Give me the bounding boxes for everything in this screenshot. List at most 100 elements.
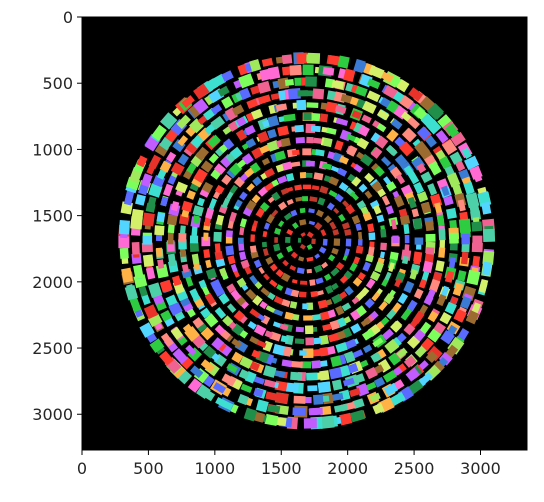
segment: [142, 254, 154, 267]
segment: [448, 257, 456, 269]
segment: [382, 370, 397, 383]
segment: [172, 139, 186, 153]
segment: [265, 256, 274, 265]
segment: [277, 125, 290, 137]
segment: [325, 285, 334, 295]
segment: [286, 186, 294, 193]
segment: [283, 212, 293, 221]
segment: [440, 185, 450, 197]
segment: [306, 256, 314, 262]
segment: [273, 243, 281, 252]
segment: [314, 253, 321, 259]
segment: [286, 198, 294, 206]
segment: [340, 93, 353, 104]
segment: [159, 160, 172, 173]
segment: [384, 338, 400, 354]
segment: [118, 220, 130, 235]
segment: [226, 363, 238, 374]
segment: [252, 176, 263, 187]
segment: [249, 58, 262, 72]
segment: [160, 196, 169, 207]
segment: [219, 267, 228, 277]
segment: [428, 104, 444, 120]
segment: [205, 259, 212, 269]
segment: [373, 376, 386, 388]
segment: [262, 231, 268, 238]
segment: [300, 361, 312, 369]
segment: [312, 349, 322, 357]
segment: [296, 267, 305, 274]
segment: [289, 301, 298, 309]
segment: [465, 310, 480, 325]
segment: [424, 253, 435, 263]
segment: [346, 133, 357, 143]
segment: [332, 229, 340, 236]
segment: [423, 295, 434, 306]
segment: [257, 94, 271, 105]
segment: [364, 190, 373, 199]
segment: [255, 207, 266, 218]
segment: [221, 96, 234, 109]
segment: [179, 248, 187, 258]
segment: [247, 321, 257, 330]
segment: [264, 182, 275, 192]
segment: [328, 176, 340, 186]
segment: [197, 197, 205, 207]
segment: [274, 237, 278, 243]
segment: [252, 220, 259, 227]
segment: [305, 337, 315, 346]
segment: [403, 355, 417, 368]
segment: [302, 184, 312, 190]
segment: [241, 153, 254, 165]
segment: [438, 351, 453, 366]
segment: [205, 268, 218, 280]
segment: [413, 288, 424, 300]
segment: [375, 135, 389, 149]
segment: [227, 303, 237, 313]
segment: [303, 315, 313, 321]
segment: [302, 196, 309, 202]
segment: [275, 103, 288, 112]
segment: [229, 184, 239, 195]
segment: [370, 146, 383, 159]
segment: [455, 160, 466, 172]
segment: [317, 299, 328, 309]
segment: [210, 104, 223, 115]
segment: [148, 183, 163, 198]
segment: [311, 360, 321, 369]
segment: [311, 238, 316, 245]
segment: [315, 209, 324, 218]
segment: [160, 112, 178, 130]
segment: [179, 225, 186, 234]
segment: [177, 135, 189, 147]
segment: [463, 155, 480, 170]
segment: [147, 282, 163, 298]
segment: [230, 146, 243, 160]
segment: [214, 307, 227, 320]
segment: [299, 243, 306, 250]
segment: [336, 317, 347, 328]
segment: [221, 70, 234, 82]
segment: [333, 238, 341, 246]
segment: [368, 65, 385, 79]
segment: [160, 309, 173, 322]
segment: [355, 223, 362, 231]
segment: [200, 307, 212, 319]
segment: [352, 277, 363, 287]
segment: [226, 283, 237, 294]
segment: [308, 208, 315, 214]
segment: [346, 363, 359, 374]
segment: [463, 181, 475, 195]
segment: [328, 189, 338, 198]
segment: [400, 308, 413, 321]
segment: [215, 214, 225, 226]
segment: [289, 265, 297, 271]
segment: [126, 283, 136, 299]
segment: [261, 157, 271, 166]
segment: [280, 137, 291, 148]
segment: [236, 116, 247, 127]
segment: [236, 277, 247, 288]
segment: [170, 162, 185, 176]
segment: [364, 172, 375, 183]
segment: [471, 221, 483, 232]
